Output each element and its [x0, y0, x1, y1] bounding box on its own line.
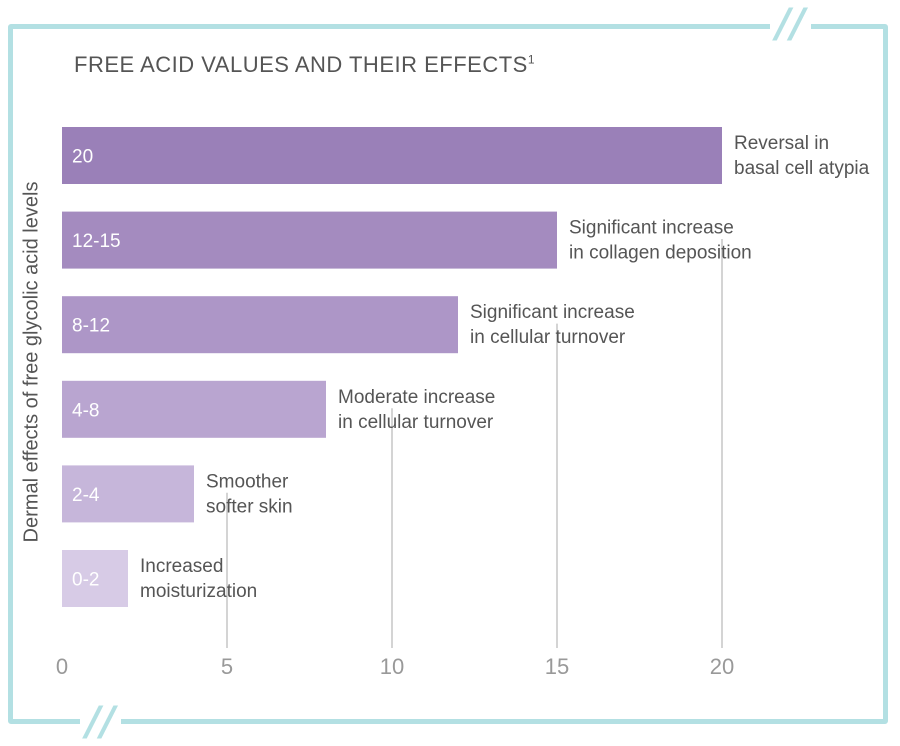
- effect-label: Significant increase: [569, 218, 734, 239]
- bar-category-label: 0-2: [72, 570, 99, 591]
- bar: [62, 465, 194, 523]
- bar: [62, 380, 326, 438]
- effect-label: Reversal in: [734, 133, 829, 154]
- effect-label: Significant increase: [470, 302, 635, 323]
- x-tick-label: 5: [221, 654, 233, 679]
- x-tick-label: 0: [56, 654, 68, 679]
- bar-category-label: 8-12: [72, 316, 110, 337]
- bar: [62, 550, 128, 607]
- chart-title: FREE ACID VALUES AND THEIR EFFECTS1: [74, 52, 535, 78]
- effect-label: moisturization: [140, 581, 257, 602]
- bar-category-label: 20: [72, 147, 93, 168]
- effect-label: Smoother: [206, 471, 289, 492]
- effect-label: softer skin: [206, 496, 293, 517]
- effect-label: in cellular turnover: [470, 327, 626, 348]
- x-tick-label: 15: [545, 654, 569, 679]
- bar-category-label: 2-4: [72, 485, 100, 506]
- title-footnote: 1: [527, 52, 536, 67]
- frame-slash-mark: //: [80, 702, 122, 742]
- bar-category-label: 4-8: [72, 400, 99, 421]
- chart-title-text: FREE ACID VALUES AND THEIR EFFECTS: [74, 52, 528, 77]
- bar: [62, 296, 458, 354]
- effect-label: Moderate increase: [338, 387, 495, 408]
- effect-label: in collagen deposition: [569, 243, 752, 264]
- decorative-frame: [8, 24, 888, 724]
- frame-slash-mark: //: [770, 4, 812, 44]
- bar: [62, 211, 557, 269]
- bar-category-label: 12-15: [72, 231, 121, 252]
- effect-label: Increased: [140, 556, 223, 577]
- bar: [62, 127, 722, 184]
- effect-label: basal cell atypia: [734, 158, 870, 179]
- x-tick-label: 20: [710, 654, 734, 679]
- x-tick-label: 10: [380, 654, 404, 679]
- effect-label: in cellular turnover: [338, 412, 494, 433]
